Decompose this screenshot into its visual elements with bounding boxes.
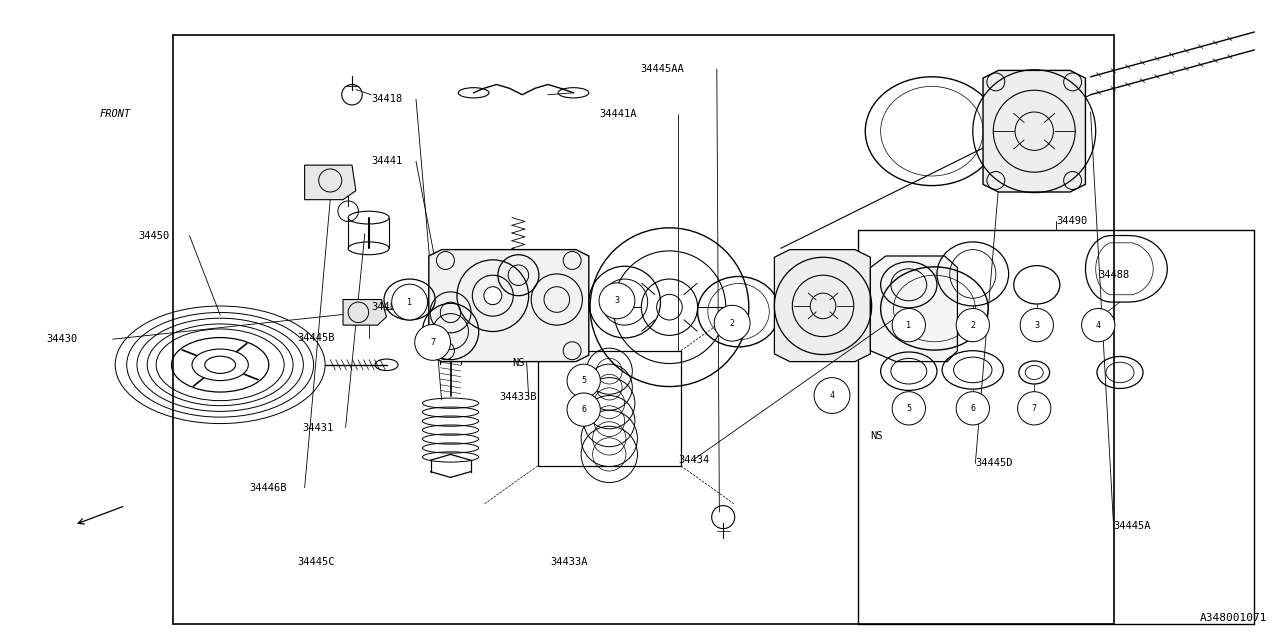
Text: 7: 7 [1032,404,1037,413]
Text: 34445B: 34445B [297,333,334,343]
Text: 4: 4 [829,391,835,400]
Polygon shape [305,165,356,200]
Text: 34445D: 34445D [975,458,1012,468]
Circle shape [1020,308,1053,342]
Text: 1: 1 [407,298,412,307]
Text: 34445C: 34445C [297,557,334,567]
Polygon shape [870,256,957,362]
Text: 2: 2 [730,319,735,328]
Text: NS: NS [870,431,883,442]
Circle shape [892,392,925,425]
Polygon shape [983,70,1085,192]
Polygon shape [343,300,387,325]
Text: 5: 5 [906,404,911,413]
Circle shape [814,378,850,413]
Text: 34488: 34488 [1098,270,1129,280]
Text: NS: NS [512,358,525,368]
Circle shape [1018,392,1051,425]
Circle shape [956,308,989,342]
Circle shape [714,305,750,341]
Text: 3: 3 [614,296,620,305]
Text: 6: 6 [581,405,586,414]
Text: 7: 7 [430,338,435,347]
Circle shape [484,287,502,305]
Text: 4: 4 [1096,321,1101,330]
Circle shape [415,324,451,360]
Circle shape [956,392,989,425]
Text: 34441: 34441 [371,156,402,166]
Text: FRONT: FRONT [100,109,131,119]
Circle shape [599,283,635,319]
Text: 5: 5 [581,376,586,385]
Text: A348001071: A348001071 [1199,612,1267,623]
Polygon shape [774,250,870,362]
Circle shape [1082,308,1115,342]
Text: 6: 6 [970,404,975,413]
Text: 34418: 34418 [371,94,402,104]
Text: 34430: 34430 [46,334,77,344]
Text: 34433B: 34433B [499,392,536,402]
Text: 34441A: 34441A [599,109,636,119]
Text: 34445A: 34445A [1114,521,1151,531]
Circle shape [567,393,600,426]
Text: 34450: 34450 [138,230,169,241]
Text: 34445AA: 34445AA [640,64,684,74]
Text: 34490: 34490 [1056,216,1087,226]
Circle shape [392,284,428,320]
Text: 34446B: 34446B [250,483,287,493]
Text: 34488: 34488 [371,302,402,312]
Text: 1: 1 [906,321,911,330]
Polygon shape [429,250,589,362]
Text: 34434: 34434 [678,454,709,465]
Text: 34431: 34431 [302,422,333,433]
Circle shape [567,364,600,397]
Text: 3: 3 [1034,321,1039,330]
Text: 2: 2 [970,321,975,330]
Text: 34433A: 34433A [550,557,588,567]
Circle shape [892,308,925,342]
